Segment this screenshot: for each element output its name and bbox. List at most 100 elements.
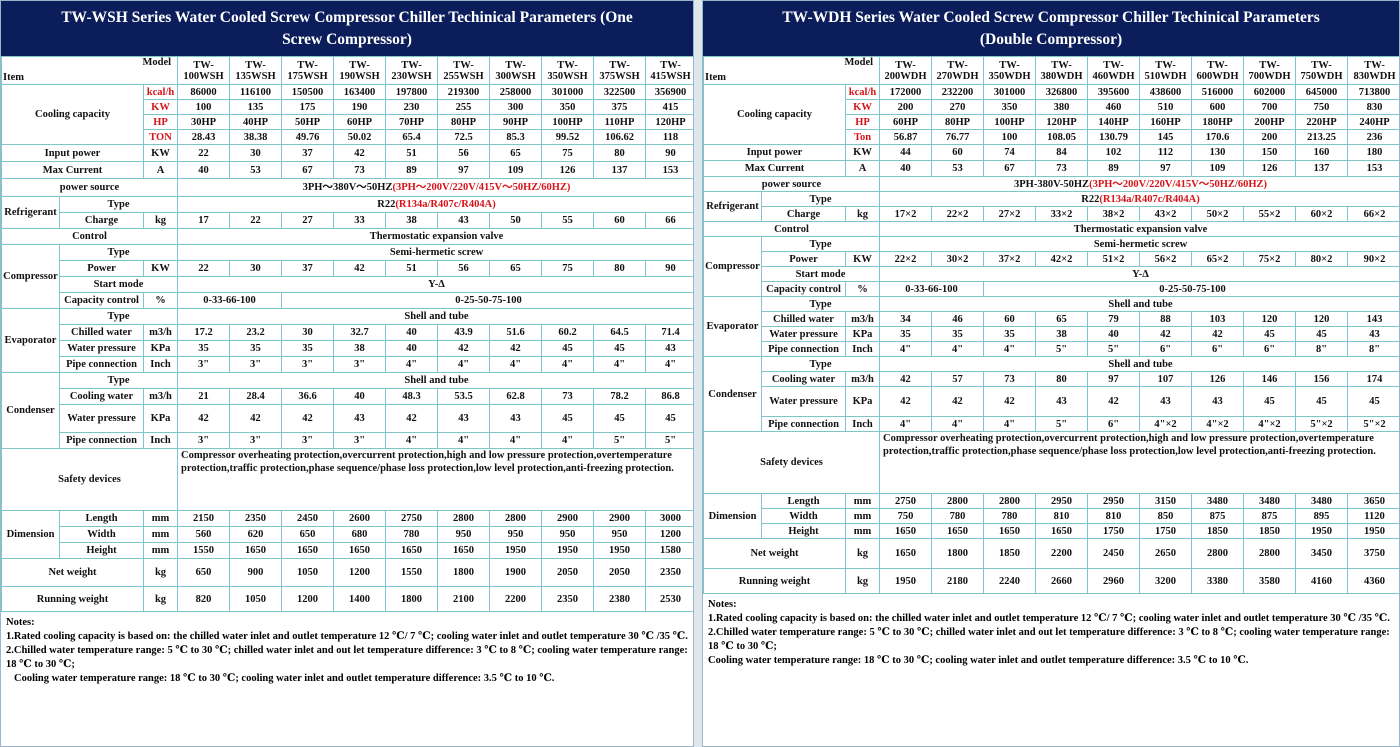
evap-pipe-cell: 3"	[282, 357, 334, 373]
cooling-water-label: Cooling water	[60, 389, 144, 405]
compressor-label: Compressor	[704, 237, 762, 297]
cond-pressure-cell: 42	[230, 405, 282, 433]
model-label: Model	[3, 57, 171, 68]
water-pressure-label: Water pressure	[60, 341, 144, 357]
kw-cell: 510	[1140, 100, 1192, 115]
net-weight-label: Net weight	[2, 559, 144, 587]
model-name-cell: TW- 350WDH	[984, 57, 1036, 85]
hp-cell: 220HP	[1296, 115, 1348, 130]
max-current-row: Max Current A 40 53 67 73 89 97 109 126 137 153	[2, 162, 695, 179]
width-cell: 850	[1140, 509, 1192, 524]
model-name-cell: TW- 415WSH	[646, 57, 694, 85]
running-weight-cell: 1400	[334, 587, 386, 612]
model-name-cell: TW- 135WSH	[230, 57, 282, 85]
comp-power-cell: 37	[282, 261, 334, 277]
charge-cell: 17	[178, 213, 230, 229]
running-weight-cell: 1200	[282, 587, 334, 612]
net-weight-cell: 2800	[1244, 539, 1296, 569]
net-weight-cell: 1650	[880, 539, 932, 569]
max-current-unit: A	[846, 161, 880, 177]
cond-pressure-row: Water pressure KPa 42 42 42 43 42 43 43 45 45 45	[704, 387, 1400, 417]
input-power-unit: KW	[846, 145, 880, 161]
max-current-cell: 153	[646, 162, 694, 179]
comp-power-cell: 90×2	[1348, 252, 1400, 267]
safety-row: Safety devices Compressor overheating pro…	[2, 449, 695, 511]
ton-cell: 38.38	[230, 130, 282, 145]
refrigerant-alt: (R134a/R407c/R404A)	[1099, 194, 1199, 205]
water-pressure-unit: KPa	[144, 405, 178, 433]
ton-cell: 145	[1140, 130, 1192, 145]
condenser-label: Condenser	[2, 373, 60, 449]
refrigerant-charge-row: Charge kg 17 22 27 33 38 43 50 55 60 66	[2, 213, 695, 229]
evap-pipe-cell: 4"	[542, 357, 594, 373]
refrigerant-charge-row: Charge kg 17×2 22×2 27×2 33×2 38×2 43×2 50×2 55×2…	[704, 207, 1400, 222]
evap-pipe-row: Pipe connection Inch 4" 4" 4" 5" 5" 6" 6" 6" 8" 8"	[704, 342, 1400, 357]
condenser-type-row: Condenser Type Shell and tube	[704, 357, 1400, 372]
cooling-water-label: Cooling water	[762, 372, 846, 387]
net-weight-label: Net weight	[704, 539, 846, 569]
kcal-cell: 86000	[178, 85, 230, 100]
cond-pressure-cell: 43	[438, 405, 490, 433]
model-suffix: 350WSH	[543, 71, 592, 82]
refrigerant-type-label: Type	[762, 192, 880, 207]
cond-pressure-cell: 42	[984, 387, 1036, 417]
model-name-cell: TW- 270WDH	[932, 57, 984, 85]
pipe-connection-label: Pipe connection	[762, 342, 846, 357]
left-title: TW-WSH Series Water Cooled Screw Compres…	[1, 1, 693, 56]
capacity-control-row: Capacity control% 0-33-66-100 0-25-50-75-1…	[2, 293, 695, 309]
width-row: Width mm 750 780 780 810 810 850 875 875 895 1120	[704, 509, 1400, 524]
capacity-control-single: 0-33-66-100	[880, 282, 984, 297]
evap-pressure-row: Water pressure KPa 35 35 35 38 40 42 42 45 45 43	[704, 327, 1400, 342]
ton-unit: TON	[144, 130, 178, 145]
height-cell: 1650	[386, 543, 438, 559]
compressor-label: Compressor	[2, 245, 60, 309]
pipe-unit: Inch	[144, 357, 178, 373]
water-pressure-label: Water pressure	[60, 405, 144, 433]
running-weight-cell: 4360	[1348, 569, 1400, 594]
running-weight-cell: 2660	[1036, 569, 1088, 594]
width-cell: 680	[334, 527, 386, 543]
charge-cell: 33	[334, 213, 386, 229]
model-prefix: TW-	[283, 60, 332, 71]
running-weight-cell: 2380	[594, 587, 646, 612]
comp-power-cell: 65×2	[1192, 252, 1244, 267]
capacity-control-row: Capacity control% 0-33-66-100 0-25-50-75-1…	[704, 282, 1400, 297]
evap-pipe-cell: 4"	[594, 357, 646, 373]
compressor-power-row: Power KW 22×2 30×2 37×2 42×2 51×2 56×2 65×2 75×2 8…	[704, 252, 1400, 267]
evaporator-label: Evaporator	[2, 309, 60, 373]
compressor-type-row: Compressor Type Semi-hermetic screw	[704, 237, 1400, 252]
kcal-cell: 602000	[1244, 85, 1296, 100]
cooling-kcal-row: Cooling capacity kcal/h 86000 116100 150500 1…	[2, 85, 695, 100]
cond-pipe-cell: 4"×2	[1192, 417, 1244, 432]
model-name-cell: TW- 700WDH	[1244, 57, 1296, 85]
width-cell: 620	[230, 527, 282, 543]
charge-label: Charge	[60, 213, 144, 229]
capacity-control-unit: %	[144, 293, 178, 309]
charge-cell: 38×2	[1088, 207, 1140, 222]
net-weight-cell: 650	[178, 559, 230, 587]
cond-pipe-cell: 3"	[334, 433, 386, 449]
input-power-cell: 56	[438, 145, 490, 162]
pipe-connection-label: Pipe connection	[762, 417, 846, 432]
length-cell: 2800	[984, 494, 1036, 509]
hp-unit: HP	[144, 115, 178, 130]
model-suffix: 350WDH	[985, 71, 1034, 82]
left-spec-table: Model Item TW- 100WSH TW- 135WSH TW- 175WSH TW- 1…	[1, 56, 694, 612]
input-power-cell: 84	[1036, 145, 1088, 161]
ton-cell: 200	[1244, 130, 1296, 145]
power-source-alt: (3PH～200V/220V/415V～50HZ/60HZ)	[392, 182, 570, 193]
running-weight-row: Running weight kg 1950 2180 2240 2660 2960 3200…	[704, 569, 1400, 594]
width-cell: 780	[984, 509, 1036, 524]
refrigerant-type-label: Type	[60, 197, 178, 213]
net-weight-cell: 3750	[1348, 539, 1400, 569]
input-power-cell: 75	[542, 145, 594, 162]
left-spec-sheet: TW-WSH Series Water Cooled Screw Compres…	[0, 0, 694, 747]
running-weight-cell: 1950	[880, 569, 932, 594]
kw-cell: 100	[178, 100, 230, 115]
cooling-water-row: Cooling water m3/h 21 28.4 36.6 40 48.3 53.5 62.…	[2, 389, 695, 405]
hp-cell: 70HP	[386, 115, 438, 130]
chilled-water-cell: 34	[880, 312, 932, 327]
kcal-cell: 150500	[282, 85, 334, 100]
chilled-water-cell: 64.5	[594, 325, 646, 341]
length-unit: mm	[144, 511, 178, 527]
